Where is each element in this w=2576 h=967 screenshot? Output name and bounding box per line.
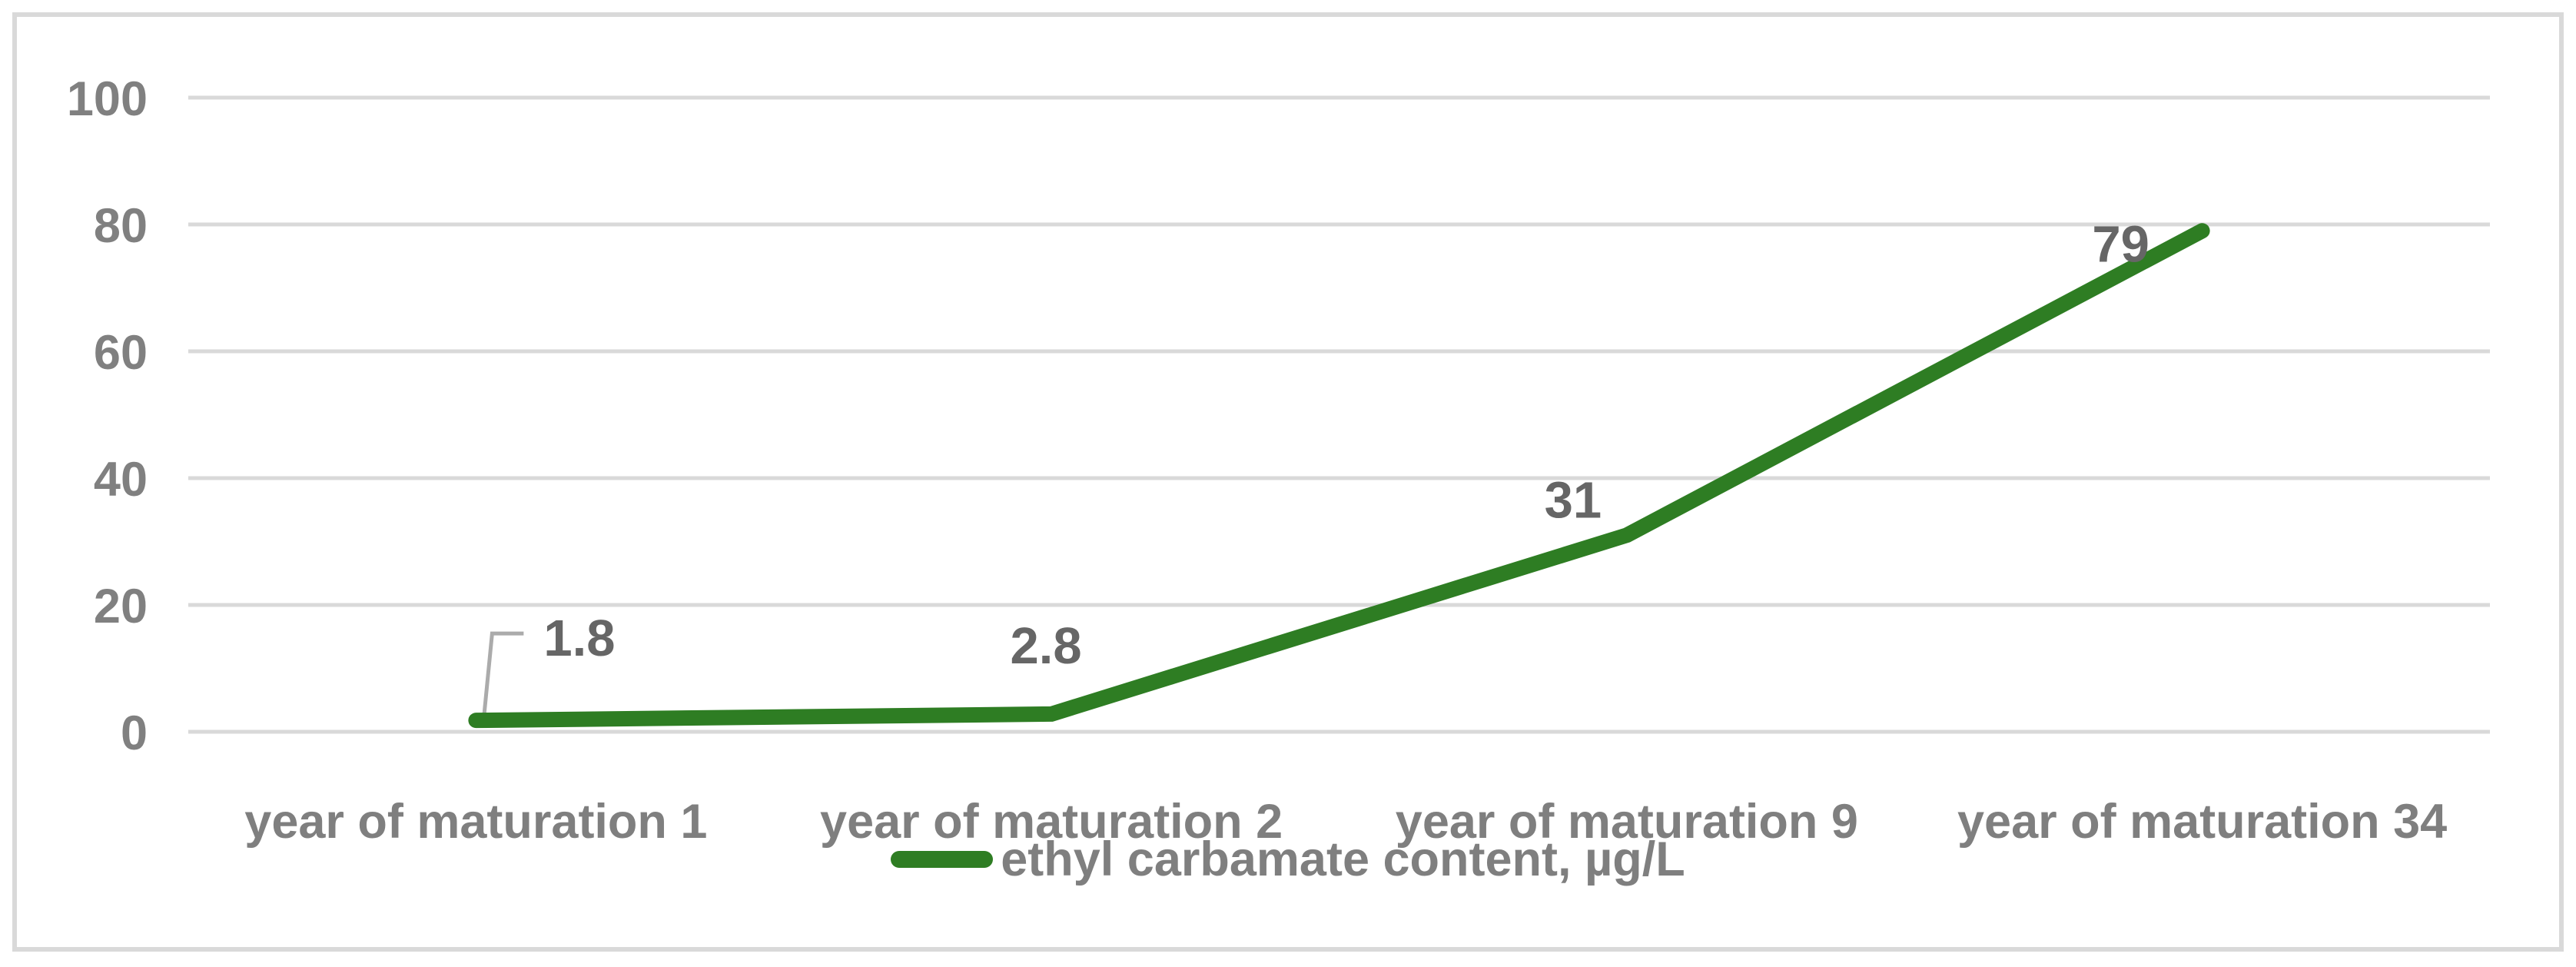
series-group bbox=[468, 223, 2210, 729]
chart-border bbox=[12, 12, 2564, 952]
y-tick-label: 0 bbox=[121, 706, 148, 760]
data-label: 79 bbox=[2092, 215, 2149, 273]
y-axis-tick-labels-group: 0 20 40 60 80 100 bbox=[67, 72, 148, 760]
y-tick-label: 40 bbox=[94, 453, 148, 507]
x-category-label: year of maturation 2 bbox=[820, 795, 1283, 849]
gridlines-group bbox=[188, 95, 2490, 734]
data-labels-group: 1.8 2.8 31 79 bbox=[543, 215, 2149, 675]
data-label-leader-line bbox=[481, 631, 524, 720]
data-label: 31 bbox=[1545, 471, 1602, 529]
y-tick-label: 80 bbox=[94, 199, 148, 253]
x-axis-category-labels-group: year of maturation 1 year of maturation 2… bbox=[244, 795, 2447, 849]
data-label: 2.8 bbox=[1011, 617, 1082, 675]
data-label: 1.8 bbox=[543, 610, 615, 667]
x-category-label: year of maturation 9 bbox=[1396, 795, 1858, 849]
y-tick-label: 100 bbox=[67, 72, 148, 126]
legend: ethyl carbamate content, µg/L bbox=[0, 832, 2576, 886]
legend-line-marker bbox=[891, 851, 994, 868]
x-category-label: year of maturation 1 bbox=[244, 795, 707, 849]
y-tick-label: 60 bbox=[94, 326, 148, 380]
x-category-label: year of maturation 34 bbox=[1957, 795, 2447, 849]
y-tick-label: 20 bbox=[94, 580, 148, 633]
series-line bbox=[468, 223, 2210, 729]
leader-line-group bbox=[481, 631, 524, 720]
legend-label: ethyl carbamate content, µg/L bbox=[1001, 832, 1685, 886]
